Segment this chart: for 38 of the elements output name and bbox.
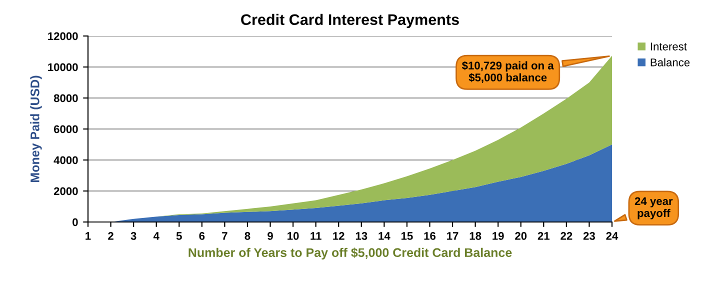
x-tick-label: 24 xyxy=(606,232,618,240)
x-tick-label: 21 xyxy=(538,232,550,240)
y-tick-label: 6000 xyxy=(54,125,78,134)
x-tick-label: 12 xyxy=(333,232,344,240)
x-tick-label: 3 xyxy=(130,232,136,240)
y-tick-label: 4000 xyxy=(54,156,78,164)
x-tick-label: 7 xyxy=(222,232,228,240)
x-tick-label: 16 xyxy=(424,232,436,240)
x-tick-label: 8 xyxy=(244,232,250,240)
x-tick-label: 13 xyxy=(356,232,368,240)
x-tick-label: 11 xyxy=(310,232,322,240)
chart-title: Credit Card Interest Payments xyxy=(241,14,459,28)
y-tick-label: 12000 xyxy=(48,32,78,40)
x-tick-label: 2 xyxy=(108,232,114,240)
x-tick-label: 15 xyxy=(401,232,413,240)
x-tick-label: 20 xyxy=(515,232,527,240)
x-tick-label: 4 xyxy=(153,232,160,240)
annotation: 24 year payoff xyxy=(634,197,673,220)
x-tick-label: 6 xyxy=(199,232,205,240)
x-tick-label: 17 xyxy=(447,232,458,240)
y-axis-title: Money Paid (USD) xyxy=(30,76,42,182)
x-tick-label: 23 xyxy=(583,232,595,240)
y-tick-label: 8000 xyxy=(54,94,78,102)
legend-label: Balance xyxy=(650,58,690,66)
legend-label: Interest xyxy=(650,42,687,50)
y-tick-label: 2000 xyxy=(54,187,78,196)
x-tick-label: 9 xyxy=(268,232,273,240)
x-tick-label: 10 xyxy=(288,232,299,240)
x-tick-label: 14 xyxy=(378,232,390,240)
x-axis-title: Number of Years to Pay off $5,000 Credit Card Balance xyxy=(188,248,512,260)
x-tick-label: 5 xyxy=(176,232,182,240)
y-tick-label: 0 xyxy=(72,218,78,226)
annotation: $10,729 paid on a $5,000 balance xyxy=(462,61,554,84)
x-tick-label: 18 xyxy=(470,232,482,240)
y-tick-label: 10000 xyxy=(48,63,78,72)
x-tick-label: 1 xyxy=(86,232,91,240)
x-tick-label: 22 xyxy=(560,232,572,240)
x-tick-label: 19 xyxy=(492,232,504,240)
